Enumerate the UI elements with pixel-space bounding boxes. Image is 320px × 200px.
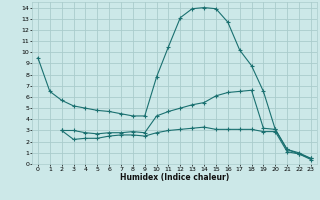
X-axis label: Humidex (Indice chaleur): Humidex (Indice chaleur) bbox=[120, 173, 229, 182]
